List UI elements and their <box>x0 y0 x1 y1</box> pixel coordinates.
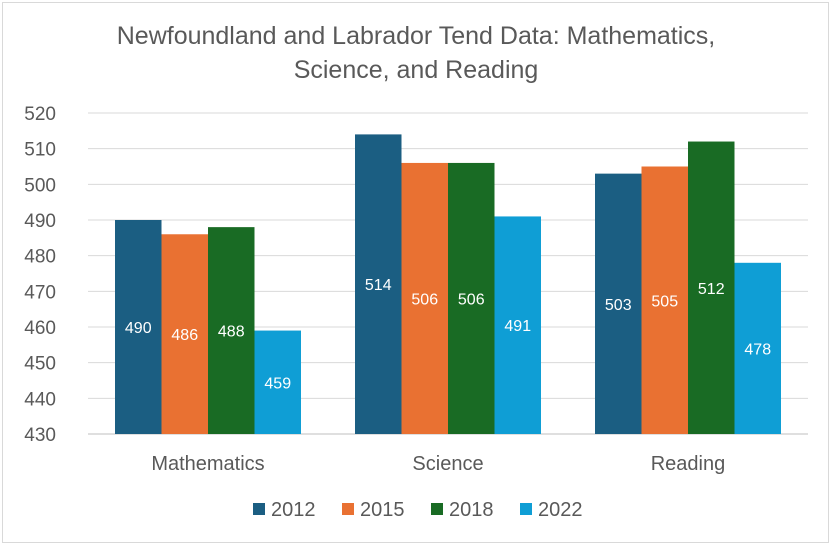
y-tick-label: 500 <box>24 175 56 196</box>
bar-2015-mathematics <box>161 234 208 434</box>
data-label: 486 <box>171 327 198 344</box>
y-tick-label: 440 <box>24 389 56 410</box>
data-label: 478 <box>744 341 771 358</box>
y-tick-label: 460 <box>24 318 56 339</box>
data-label: 506 <box>411 291 438 308</box>
y-tick-label: 430 <box>24 425 56 446</box>
chart-title-line-1: Newfoundland and Labrador Tend Data: Mat… <box>117 22 716 50</box>
chart-title-line-2: Science, and Reading <box>294 56 539 84</box>
legend-label-2022: 2022 <box>538 499 583 521</box>
data-label: 488 <box>218 324 245 341</box>
data-label: 505 <box>651 293 678 310</box>
x-axis: Mathematics Science Reading <box>151 453 725 475</box>
bar-2015-science <box>401 162 448 434</box>
bar-2018-reading <box>688 141 735 435</box>
bar-2012-mathematics <box>115 220 162 434</box>
x-tick-label: Science <box>412 453 483 475</box>
x-tick-label: Reading <box>651 453 726 475</box>
y-axis: 430 440 450 460 470 480 490 500 510 520 <box>24 104 56 446</box>
bars: 490 486 488 459 514 506 506 491 503 505 512 478 <box>115 134 781 435</box>
x-tick-label: Mathematics <box>151 453 264 475</box>
bar-2012-science <box>355 134 402 434</box>
legend-swatch-2015 <box>342 503 354 515</box>
legend-swatch-2022 <box>520 503 532 515</box>
bar-2018-mathematics <box>208 227 255 434</box>
bar-2022-science <box>494 216 541 434</box>
legend: 2012 2015 2018 2022 <box>253 499 583 521</box>
bar-2022-reading <box>734 262 781 434</box>
legend-label-2012: 2012 <box>271 499 316 521</box>
legend-label-2018: 2018 <box>449 499 494 521</box>
data-label: 491 <box>504 318 531 335</box>
bar-2018-science <box>448 162 495 434</box>
y-tick-label: 490 <box>24 211 56 232</box>
y-tick-label: 470 <box>24 282 56 303</box>
bar-2012-reading <box>595 173 642 434</box>
y-tick-label: 450 <box>24 354 56 375</box>
data-label: 506 <box>458 291 485 308</box>
data-label: 512 <box>698 281 725 298</box>
bar-2015-reading <box>641 166 688 434</box>
y-tick-label: 510 <box>24 140 56 161</box>
y-tick-label: 480 <box>24 247 56 268</box>
legend-swatch-2012 <box>253 503 265 515</box>
y-tick-label: 520 <box>24 104 56 125</box>
data-label: 490 <box>125 320 152 337</box>
bar-2022-mathematics <box>254 330 301 434</box>
data-label: 459 <box>264 375 291 392</box>
data-label: 514 <box>365 277 392 294</box>
legend-swatch-2018 <box>431 503 443 515</box>
legend-label-2015: 2015 <box>360 499 405 521</box>
data-label: 503 <box>605 297 632 314</box>
